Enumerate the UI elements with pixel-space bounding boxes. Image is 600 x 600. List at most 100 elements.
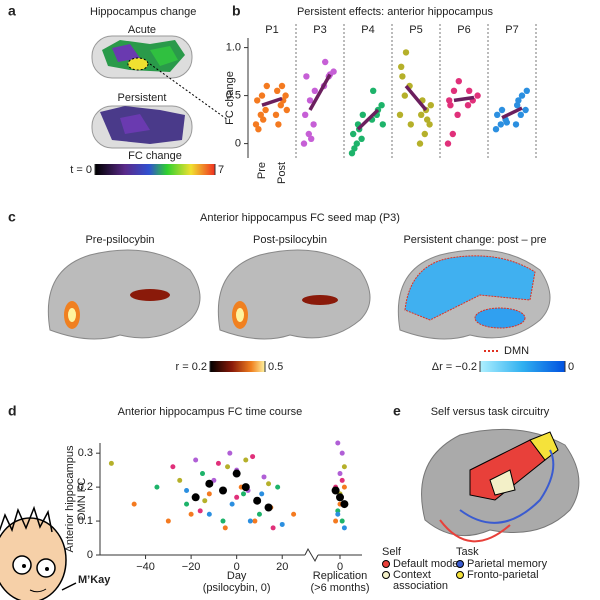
data-point — [306, 97, 314, 104]
panel-title: Hippocampus change — [90, 6, 196, 18]
data-point — [241, 491, 246, 497]
participant-label: P3 — [313, 24, 326, 36]
colorbar-r — [210, 361, 265, 372]
brain-post — [217, 249, 371, 340]
data-point — [341, 525, 347, 531]
data-point — [252, 518, 258, 524]
data-point — [341, 484, 347, 490]
data-point — [177, 477, 183, 483]
mean-line — [308, 73, 332, 111]
data-point — [278, 82, 286, 90]
data-point — [260, 116, 267, 123]
data-point — [188, 511, 194, 517]
data-point — [474, 92, 481, 99]
data-point — [219, 486, 227, 495]
x-tick-label: Pre — [256, 162, 268, 179]
data-point — [257, 111, 264, 119]
data-point — [277, 102, 284, 109]
arrow — [149, 63, 229, 121]
legend-group: Task — [456, 546, 479, 558]
data-point — [407, 121, 414, 128]
data-point — [341, 464, 347, 470]
brain-change — [397, 249, 551, 340]
data-point — [291, 511, 297, 517]
legend-label: Fronto-parietal — [467, 569, 539, 581]
data-point — [302, 111, 309, 119]
data-point — [261, 474, 267, 480]
data-point — [254, 97, 261, 104]
data-point — [331, 486, 340, 495]
meme-face — [0, 505, 67, 600]
image-label: Post-psilocybin — [253, 234, 327, 246]
legend-label: Default mode — [393, 558, 458, 570]
data-point — [447, 102, 454, 109]
colorbar-tick-label: t = 0 — [70, 164, 92, 176]
participant-label: P7 — [505, 24, 518, 36]
data-point — [523, 87, 530, 95]
panel-letter: b — [232, 3, 241, 19]
image-label: Persistent change: post – pre — [403, 234, 546, 246]
colorbar-tick-label: 7 — [218, 164, 224, 176]
data-point — [247, 518, 253, 524]
x-axis-label: (>6 months) — [311, 582, 370, 594]
data-point — [418, 111, 425, 119]
data-point — [339, 518, 345, 524]
data-point — [503, 119, 510, 126]
chart-title: Anterior hippocampus FC time course — [118, 406, 303, 418]
data-point — [426, 121, 433, 128]
data-point — [466, 87, 473, 95]
data-point — [358, 135, 365, 142]
panel-letter: d — [8, 403, 17, 419]
data-point — [517, 111, 524, 119]
data-point — [353, 140, 360, 147]
data-point — [464, 102, 472, 109]
y-tick-label: 0.1 — [78, 515, 93, 527]
x-tick-label: 20 — [276, 561, 288, 573]
data-point — [337, 471, 343, 477]
panel-title: Anterior hippocampus FC seed map (P3) — [200, 212, 400, 224]
data-point — [308, 135, 315, 142]
x-axis-label: (psilocybin, 0) — [203, 582, 271, 594]
data-point — [200, 471, 205, 477]
data-point — [232, 469, 241, 478]
y-tick-label: 0 — [87, 549, 93, 561]
data-point — [401, 92, 408, 99]
data-point — [522, 106, 529, 114]
data-point — [348, 150, 356, 157]
data-point — [154, 484, 160, 490]
data-point — [416, 140, 424, 147]
x-axis-label: Replication — [313, 570, 367, 582]
data-point — [264, 503, 273, 512]
data-point — [351, 145, 358, 152]
legend-group: Self — [382, 546, 402, 558]
data-point — [455, 78, 462, 85]
x-axis-label: Day — [227, 570, 247, 582]
brain-acute — [91, 35, 193, 79]
data-point — [131, 501, 137, 507]
data-point — [300, 140, 308, 147]
data-point — [263, 82, 270, 90]
data-point — [243, 457, 249, 463]
image-label: Pre-psilocybin — [85, 234, 154, 246]
data-point — [259, 491, 265, 497]
colorbar-fc — [95, 164, 215, 175]
data-point — [402, 49, 410, 56]
meme-pointer — [61, 582, 77, 591]
y-tick-label: 0.2 — [78, 481, 93, 493]
y-tick-label: 1.0 — [226, 42, 241, 54]
colorbar-tick-label: 0 — [568, 361, 574, 373]
legend-swatch — [456, 560, 464, 568]
data-point — [191, 493, 200, 502]
data-point — [339, 477, 345, 483]
y-axis-label: FC change — [224, 71, 236, 125]
data-point — [498, 106, 506, 114]
data-point — [350, 130, 357, 138]
data-point — [229, 501, 235, 507]
colorbar-tick-label: r = 0.2 — [176, 361, 208, 373]
data-point — [255, 126, 262, 133]
colorbar-delta — [480, 361, 565, 372]
x-tick-label: −40 — [136, 561, 155, 573]
y-tick-label: 0.3 — [78, 447, 93, 459]
data-point — [275, 484, 281, 490]
data-point — [427, 102, 434, 109]
